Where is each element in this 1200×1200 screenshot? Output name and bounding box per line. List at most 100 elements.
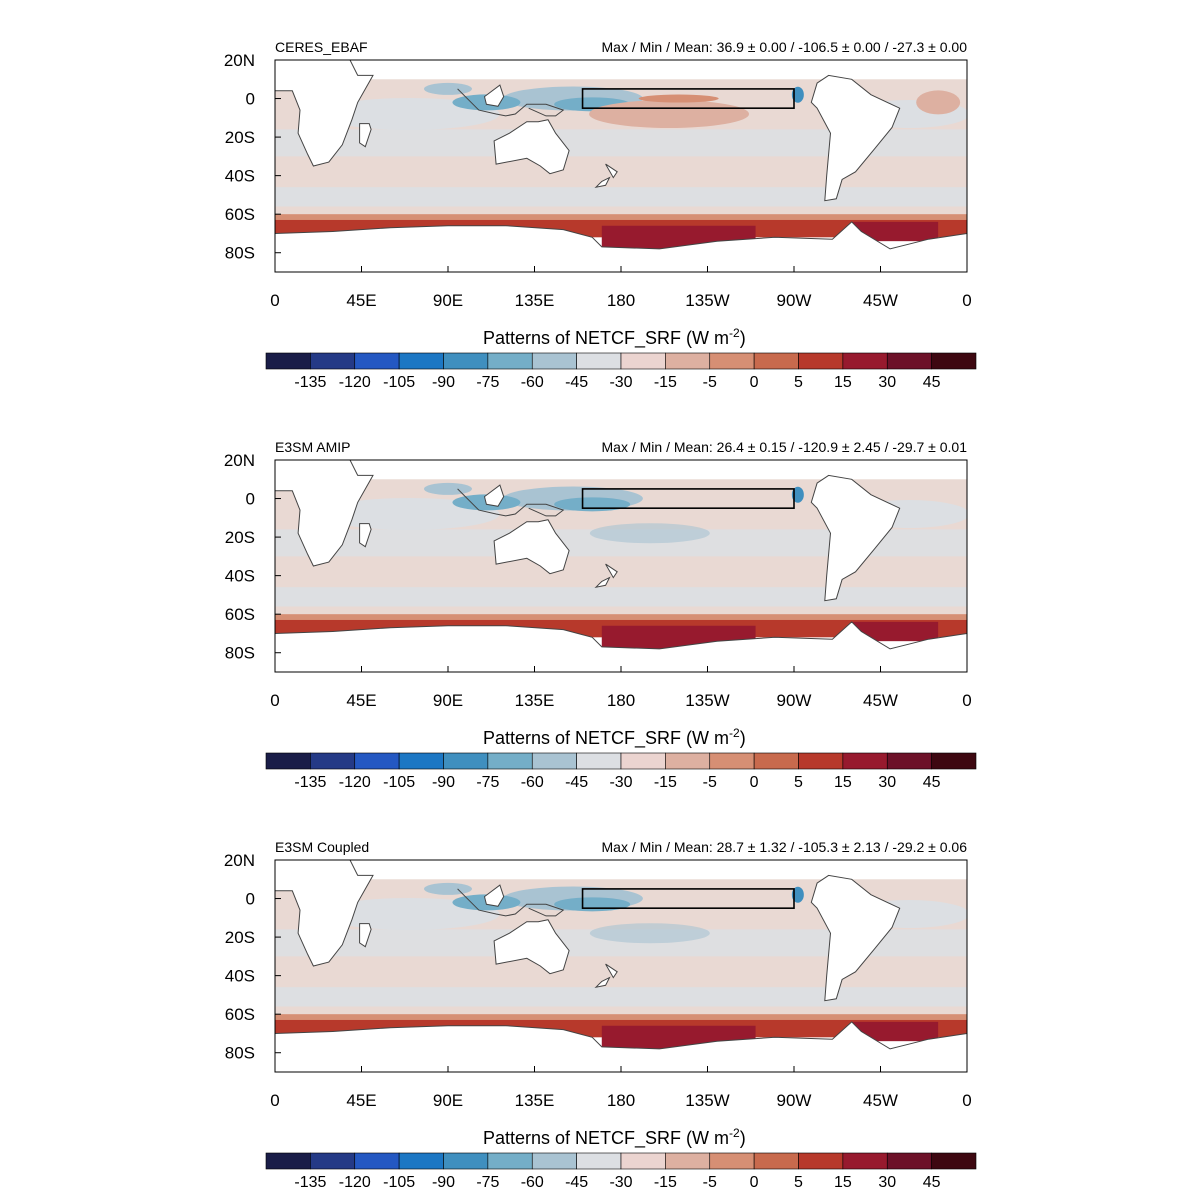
lon-label: 45E: [346, 291, 376, 310]
colorbar-swatch: [886, 752, 932, 770]
map-field: [275, 60, 967, 272]
neutral-band: [275, 987, 967, 1007]
colorbar-label: 30: [878, 1174, 896, 1191]
map-axes: 20N 0 20S 40S 60S 80S 0 45E 90E 135E 180 135W 90W 45W…: [224, 51, 972, 310]
colorbar-label: -45: [565, 774, 588, 791]
colorbar-label: 5: [794, 1174, 803, 1191]
warm-band: [275, 1014, 967, 1022]
lat-label: 80S: [225, 644, 255, 663]
colorbar-swatch: [842, 752, 888, 770]
colorbar-label: -30: [609, 1174, 632, 1191]
colorbar-swatch: [487, 1152, 533, 1170]
colorbar-label: -60: [521, 774, 544, 791]
land-mass: [594, 976, 611, 989]
lon-label: 135W: [685, 1091, 729, 1110]
land-mass: [275, 621, 967, 672]
colorbar-label: 30: [878, 374, 896, 391]
lon-label: 90W: [777, 691, 812, 710]
land-mass: [493, 119, 570, 175]
blue-region: [424, 82, 472, 95]
panel-title: E3SM Coupled: [275, 839, 369, 855]
warm-region: [589, 99, 750, 128]
colorbar-swatch: [265, 352, 311, 370]
colorbar-label: -135: [294, 774, 326, 791]
land-mass: [810, 874, 901, 1002]
lat-label: 20S: [225, 128, 255, 147]
colorbar-swatch: [531, 752, 577, 770]
colorbar-swatch: [798, 752, 844, 770]
nino-box: [581, 888, 795, 909]
colorbar-label: -120: [339, 774, 371, 791]
land-mass: [605, 963, 618, 979]
land-mass: [275, 60, 374, 167]
lon-label: 135E: [515, 1091, 555, 1110]
panel-title: CERES_EBAF: [275, 39, 368, 55]
colorbar-swatch: [753, 752, 799, 770]
colorbar-swatch: [443, 1152, 489, 1170]
lat-label: 60S: [225, 1005, 255, 1024]
lat-label: 20N: [224, 51, 255, 70]
colorbar-swatch: [709, 352, 755, 370]
colorbar-swatch: [443, 352, 489, 370]
colorbar-swatch: [842, 352, 888, 370]
colorbar-label: 45: [923, 1174, 941, 1191]
lon-label: 45W: [863, 1091, 898, 1110]
lon-label: 180: [607, 1091, 635, 1110]
lon-label: 0: [270, 1091, 279, 1110]
colorbar-title: Patterns of NETCF_SRF (W m-2): [483, 1126, 746, 1149]
colorbar-label: 15: [834, 374, 852, 391]
lon-label: 90W: [777, 1091, 812, 1110]
map-plot: [275, 60, 967, 272]
lon-label: 0: [962, 691, 971, 710]
lat-label: 80S: [225, 244, 255, 263]
colorbar-label: -5: [703, 1174, 717, 1191]
lat-label: 0: [246, 90, 255, 109]
colorbar-swatch: [753, 1152, 799, 1170]
colorbar-label: -15: [654, 374, 677, 391]
land-mass: [594, 576, 611, 589]
colorbar-swatch: [620, 1152, 666, 1170]
land-mass: [359, 523, 372, 548]
land-mass: [275, 460, 374, 567]
colorbar-swatch: [487, 352, 533, 370]
colorbar-label: 45: [923, 374, 941, 391]
panel-stats: Max / Min / Mean: 36.9 ± 0.00 / -106.5 ±…: [602, 39, 968, 55]
colorbar-label: -15: [654, 1174, 677, 1191]
map-plot: [275, 460, 967, 672]
map-axes: 20N 0 20S 40S 60S 80S 0 45E 90E 135E 180 135W 90W 45W…: [224, 851, 972, 1110]
warm-region: [638, 94, 719, 103]
lon-label: 135W: [685, 691, 729, 710]
lon-label: 0: [962, 1091, 971, 1110]
land-mass: [275, 1021, 967, 1072]
colorbar-swatch: [310, 352, 356, 370]
colorbar-swatch: [665, 1152, 711, 1170]
warm-band: [275, 614, 967, 622]
lon-label: 0: [962, 291, 971, 310]
colorbar-label: -5: [703, 374, 717, 391]
land-mass: [483, 884, 505, 907]
land-mass: [483, 484, 505, 507]
colorbar-swatch: [531, 1152, 577, 1170]
colorbar-swatch: [665, 352, 711, 370]
lat-label: 20N: [224, 851, 255, 870]
coastline: [457, 488, 565, 517]
lon-label: 180: [607, 291, 635, 310]
colorbar-label: -60: [521, 374, 544, 391]
land-mass: [594, 176, 611, 189]
lon-label: 90E: [433, 1091, 463, 1110]
colorbar-swatch: [398, 752, 444, 770]
lat-label: 20S: [225, 528, 255, 547]
neutral-region: [319, 97, 500, 130]
panel-title: E3SM AMIP: [275, 439, 350, 455]
colorbar-swatch: [398, 352, 444, 370]
land-mass: [493, 519, 570, 575]
colorbar-title: Patterns of NETCF_SRF (W m-2): [483, 326, 746, 349]
darkred-region: [851, 1021, 939, 1042]
colorbar-label: -90: [432, 774, 455, 791]
colorbar-swatch: [265, 1152, 311, 1170]
colorbar-label: 15: [834, 774, 852, 791]
colorbar-label: 5: [794, 774, 803, 791]
colorbar-swatch: [620, 352, 666, 370]
colorbar-label: -15: [654, 774, 677, 791]
colorbar-swatch: [443, 752, 489, 770]
